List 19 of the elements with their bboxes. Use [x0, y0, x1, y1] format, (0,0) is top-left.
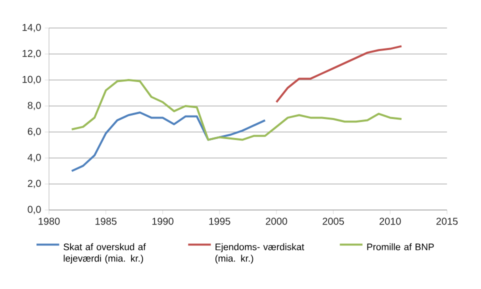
x-tick-label: 2005 [322, 218, 344, 225]
y-tick-label: 4,0 [28, 154, 41, 162]
x-tick-label: 2010 [380, 218, 401, 225]
y-tick-label: 2,0 [28, 180, 41, 188]
legend-label: Skat af overskud af lejeværdi (mia. kr.) [64, 243, 146, 264]
x-tick-label: 2000 [266, 218, 288, 225]
y-tick-label: 0,0 [28, 206, 41, 214]
y-tick-label: 14,0 [22, 24, 41, 32]
y-tick-label: 12,0 [22, 50, 41, 58]
legend-label: Promille af BNP [367, 243, 434, 250]
y-tick-label: 10,0 [22, 76, 41, 84]
y-tick-label: 6,0 [28, 128, 41, 136]
x-tick-label: 1980 [38, 218, 60, 225]
x-tick-label: 1995 [209, 218, 230, 225]
legend-label: Ejendoms- værdiskat (mia. kr.) [215, 243, 304, 264]
x-tick-label: 1990 [152, 218, 174, 225]
x-tick-label: 2015 [436, 218, 458, 225]
y-tick-label: 8,0 [28, 102, 41, 110]
x-tick-label: 1985 [96, 218, 117, 225]
